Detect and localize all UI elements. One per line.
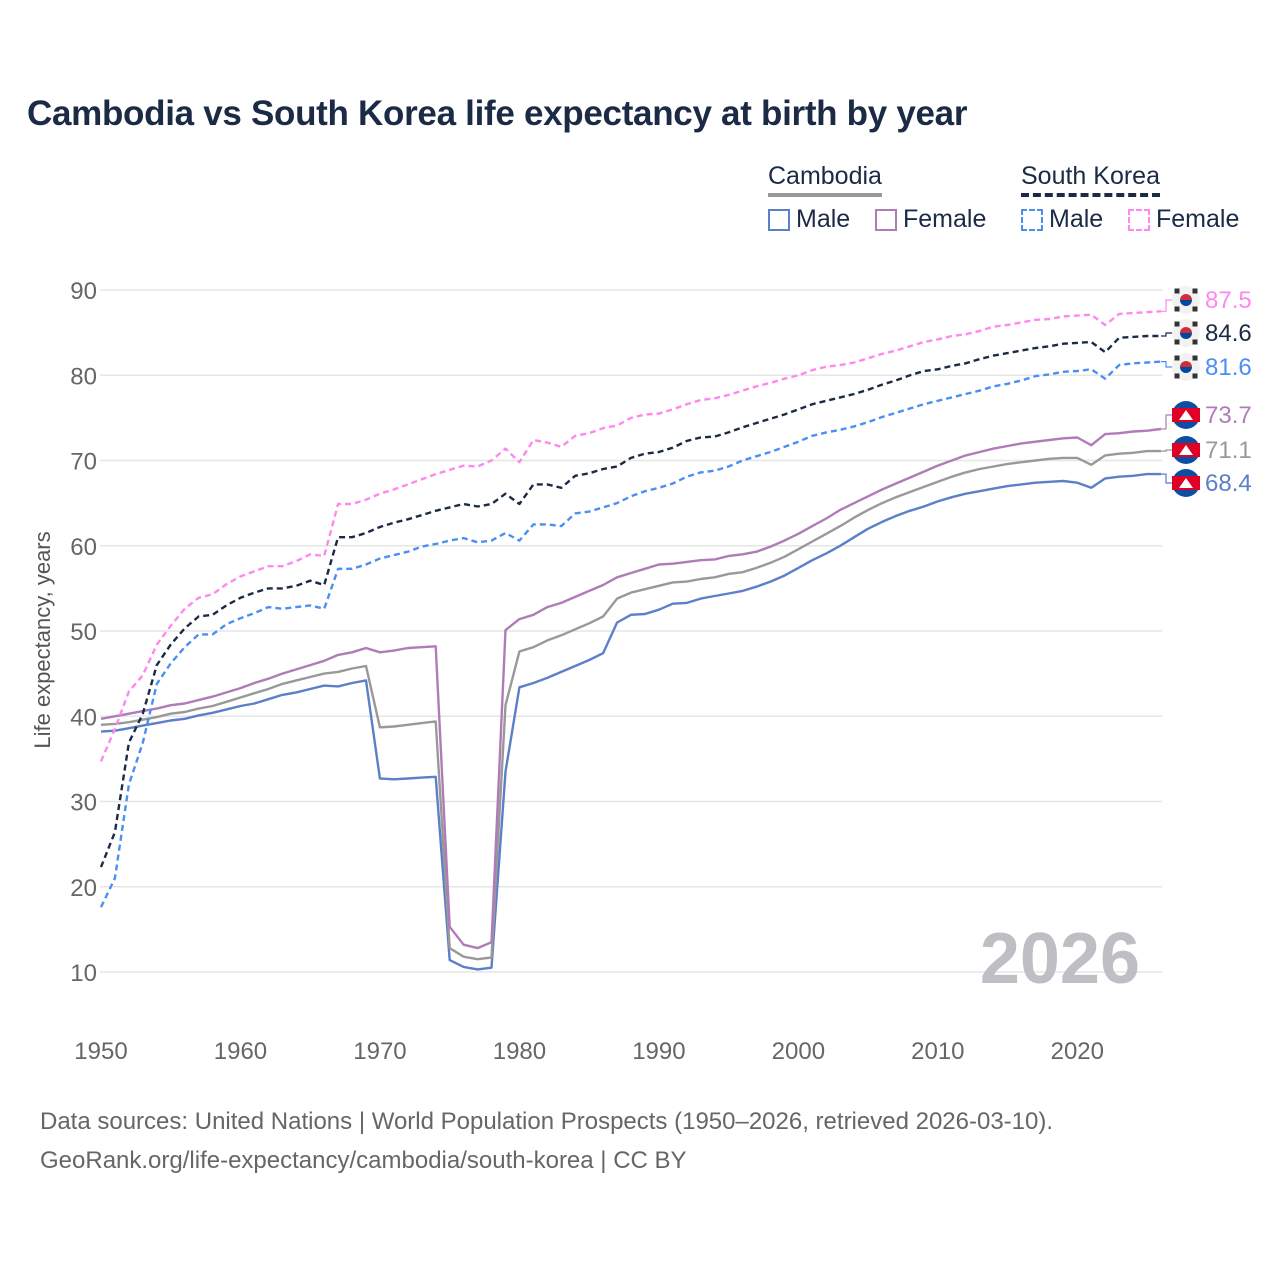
y-tick-label: 10 [70,960,97,987]
y-tick-label: 20 [70,875,97,902]
y-tick-label: 80 [70,363,97,390]
flag-taeguk-top [1180,327,1192,333]
series-line-south-korea-female [99,310,1162,762]
y-tick-label: 70 [70,449,97,476]
legend-item-cambodia-male[interactable]: Male [768,205,850,234]
y-tick-label: 60 [70,534,97,561]
end-value-label: 81.6 [1205,354,1252,381]
legend-label: Male [1049,205,1104,233]
cambodia-flag-icon [1172,436,1200,464]
legend-item-cambodia-female[interactable]: Female [875,205,986,234]
footer-link[interactable]: GeoRank.org/life-expectancy/cambodia/sou… [40,1147,687,1174]
y-tick-label: 90 [70,278,97,305]
legend-item-south-korea-male[interactable]: Male [1021,205,1103,234]
label-connector [1161,414,1174,430]
label-connector [1161,332,1174,337]
end-value-label: 87.5 [1205,287,1252,314]
legend-swatch [1128,208,1150,231]
series-line-cambodia-female [100,427,1162,950]
legend-swatch [875,208,897,231]
legend-swatch [1021,208,1043,231]
flag-trigram [1174,306,1180,312]
legend-group-title: Cambodia [768,162,882,197]
y-tick-label: 30 [70,790,97,817]
flag-temple [1179,445,1193,455]
series-line-south-korea [99,334,1161,868]
chart-title: Cambodia vs South Korea life expectancy … [27,94,968,133]
flag-trigram [1174,321,1180,327]
legend-group-title: South Korea [1021,162,1160,197]
label-connector [1161,449,1174,452]
x-tick-label: 2010 [911,1038,964,1065]
y-tick-label: 50 [70,619,97,646]
end-value-label: 73.7 [1205,402,1252,429]
end-value-label: 84.6 [1205,320,1252,347]
year-watermark: 2026 [980,919,1140,999]
end-value-label: 71.1 [1205,437,1252,464]
x-tick-label: 1950 [74,1038,127,1065]
legend-item-south-korea-female[interactable]: Female [1128,205,1239,234]
cambodia-flag-icon [1172,469,1200,497]
flag-trigram [1174,355,1180,361]
label-connector [1161,299,1174,312]
south-korea-flag-icon [1172,319,1200,347]
south-korea-flag-icon [1172,353,1200,381]
flag-temple [1179,410,1193,420]
x-tick-label: 1960 [214,1038,267,1065]
y-axis-label: Life expectancy, years [30,531,55,748]
flag-trigram [1192,288,1198,294]
label-connector [1161,473,1174,484]
x-tick-label: 1980 [493,1038,546,1065]
flag-trigram [1174,373,1180,379]
legend-label: Male [796,205,851,233]
south-korea-flag-icon [1172,286,1200,314]
legend-label: Female [1156,205,1240,233]
flag-trigram [1192,339,1198,345]
flag-taeguk-bottom [1180,367,1192,373]
x-tick-label: 2000 [772,1038,825,1065]
x-tick-label: 1970 [353,1038,406,1065]
flag-trigram [1192,306,1198,312]
series-line-cambodia [100,449,1161,961]
flag-trigram [1192,321,1198,327]
x-tick-label: 1990 [632,1038,685,1065]
flag-trigram [1174,339,1180,345]
footer-sources: Data sources: United Nations | World Pop… [40,1108,1054,1135]
flag-taeguk-bottom [1180,300,1192,306]
x-tick-label: 2020 [1051,1038,1104,1065]
legend-label: Female [903,205,987,233]
flag-taeguk-top [1180,361,1192,367]
legend-swatch [768,208,790,231]
end-value-label: 68.4 [1205,470,1252,497]
label-connector [1161,361,1174,368]
series-line-south-korea-male [99,360,1162,908]
flag-temple [1179,478,1193,488]
flag-trigram [1174,288,1180,294]
flag-trigram [1192,373,1198,379]
flag-taeguk-bottom [1180,333,1192,339]
flag-trigram [1192,355,1198,361]
flag-taeguk-top [1180,294,1192,300]
series-line-cambodia-male [100,472,1161,971]
y-tick-label: 40 [70,704,97,731]
cambodia-flag-icon [1172,401,1200,429]
